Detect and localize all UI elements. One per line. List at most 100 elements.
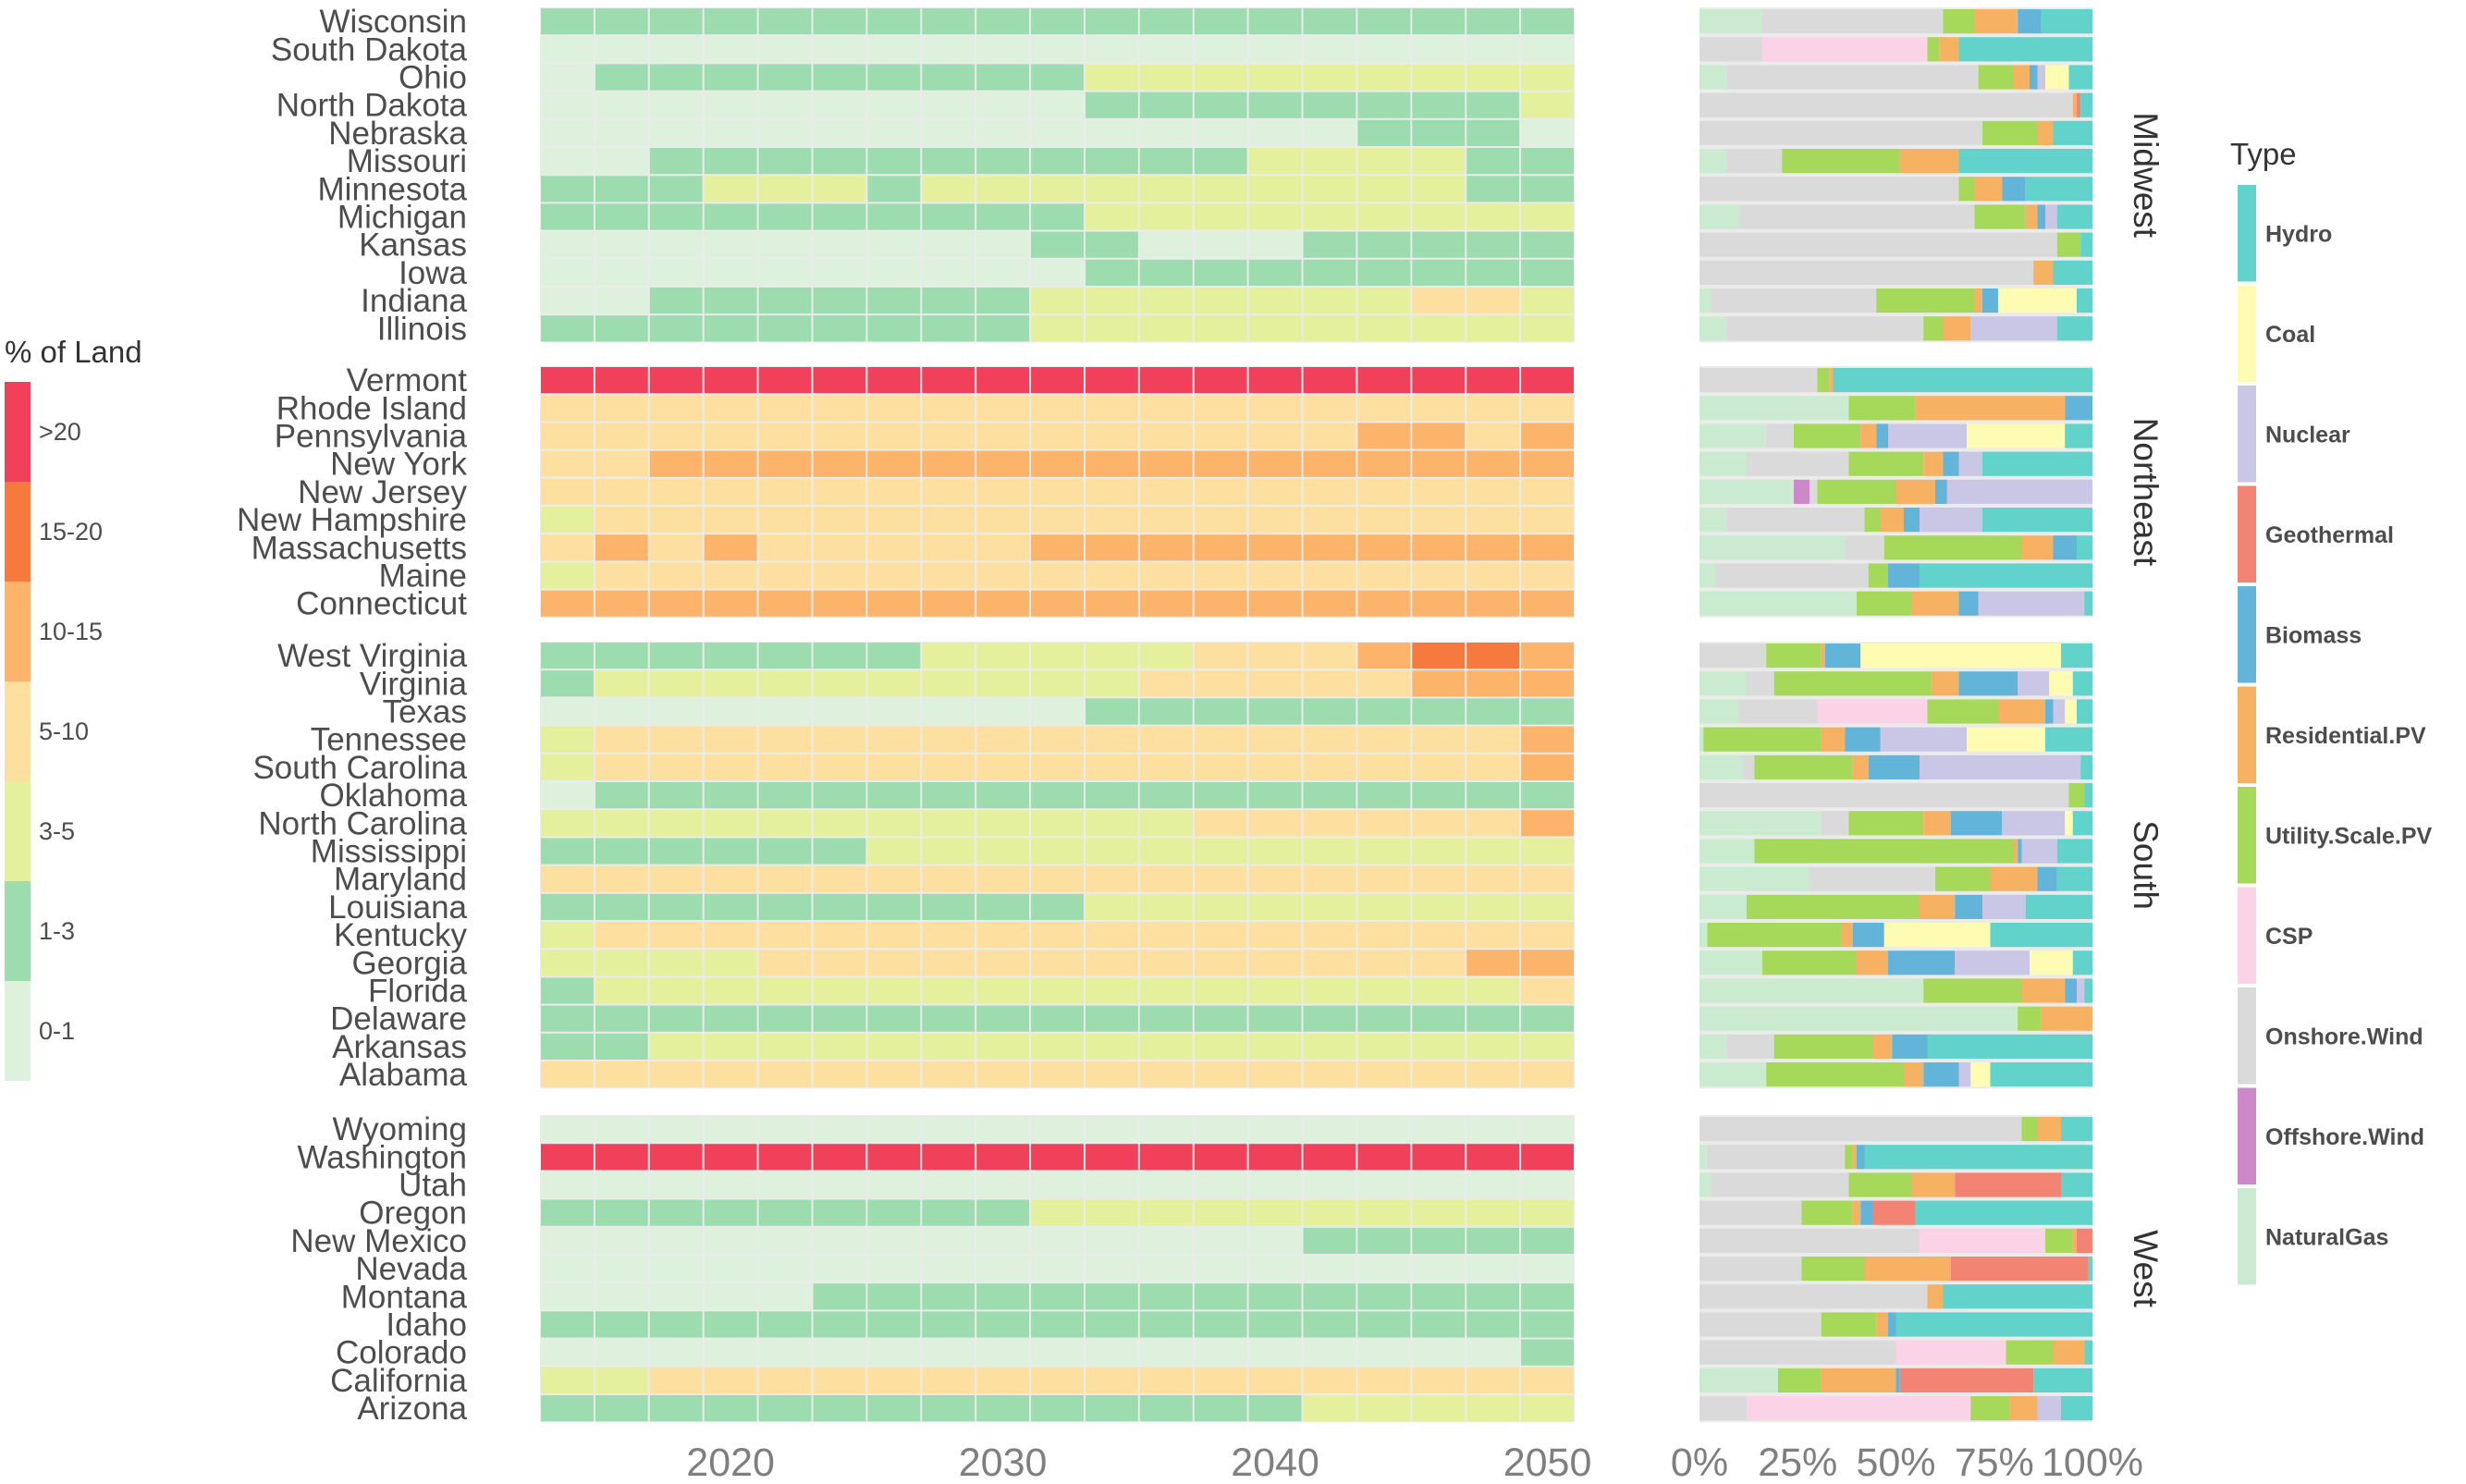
heat-cell	[1031, 1171, 1084, 1198]
heat-cell	[813, 1256, 866, 1282]
share-segment	[2045, 1228, 2073, 1253]
heat-cell	[1521, 395, 1574, 422]
state-label: New Hampshire	[237, 502, 467, 538]
heat-cell	[1466, 782, 1520, 809]
heat-cell	[595, 698, 648, 725]
heat-cell	[595, 1033, 648, 1060]
heat-cell	[595, 726, 648, 753]
share-segment	[1982, 894, 2026, 919]
heat-cell	[1412, 176, 1466, 202]
heat-cell	[541, 1199, 594, 1226]
share-segment	[1970, 316, 2057, 341]
region-label: West	[2127, 1230, 2165, 1307]
type-legend-swatch	[2238, 586, 2256, 683]
heat-cell	[922, 203, 975, 230]
share-segment	[1974, 204, 2026, 229]
heat-cell	[813, 176, 866, 202]
heat-cell	[976, 810, 1030, 837]
heat-cell	[976, 1033, 1030, 1060]
heat-cell	[1031, 1061, 1084, 1088]
heat-cell	[649, 367, 703, 394]
heat-cell	[1248, 1283, 1302, 1310]
share-segment	[1868, 563, 1888, 588]
heat-cell	[1357, 92, 1411, 118]
heat-cell	[1521, 231, 1574, 258]
share-segment	[1699, 1006, 2018, 1031]
share-segment	[1982, 288, 1998, 313]
heat-cell	[1031, 1199, 1084, 1226]
heat-cell	[1357, 782, 1411, 809]
share-segment	[1699, 591, 1857, 616]
share-segment	[1860, 644, 2061, 668]
heat-cell	[867, 92, 921, 118]
heat-cell	[1412, 1199, 1466, 1226]
heat-cell	[867, 893, 921, 920]
heat-cell	[649, 534, 703, 561]
heat-cell	[541, 176, 594, 202]
heat-cell	[1139, 1339, 1193, 1366]
share-segment	[1958, 177, 1975, 202]
share-segment	[1762, 9, 1944, 34]
heat-cell	[976, 507, 1030, 534]
heat-cell	[1412, 1144, 1466, 1171]
heat-cell	[1248, 36, 1302, 63]
share-segment	[1888, 423, 1967, 448]
state-label: Rhode Island	[276, 390, 467, 426]
share-segment	[2072, 92, 2077, 117]
share-segment	[1868, 754, 1920, 779]
share-segment	[1920, 563, 2092, 588]
heat-cell	[1521, 838, 1574, 865]
share-segment	[1982, 508, 2092, 533]
heat-cell	[649, 176, 703, 202]
share-segment	[1810, 866, 1935, 891]
heat-cell	[649, 977, 703, 1004]
heat-cell	[758, 450, 812, 477]
heat-cell	[758, 1283, 812, 1310]
land-legend-label: 15-20	[39, 518, 103, 546]
heat-cell	[704, 1227, 757, 1254]
share-segment	[1845, 727, 1881, 752]
heat-cell	[1085, 1144, 1138, 1171]
type-legend-title: Type	[2230, 137, 2297, 171]
heat-cell	[1412, 562, 1466, 589]
heat-cell	[867, 754, 921, 780]
heat-cell	[1357, 922, 1411, 949]
heat-cell	[541, 8, 594, 35]
heat-cell	[595, 1171, 648, 1198]
heat-cell	[1521, 1395, 1574, 1422]
share-segment	[2002, 177, 2026, 202]
share-segment	[2018, 9, 2042, 34]
heat-cell	[758, 64, 812, 91]
share-segment	[1920, 754, 2081, 779]
share-segment	[2045, 699, 2054, 724]
heat-cell	[976, 395, 1030, 422]
heat-cell	[1303, 1005, 1356, 1032]
heat-cell	[704, 590, 757, 617]
heat-cell	[1412, 315, 1466, 342]
heat-cell	[976, 1116, 1030, 1143]
heat-cell	[1248, 395, 1302, 422]
heat-cell	[649, 119, 703, 146]
heat-cell	[595, 865, 648, 892]
heat-cell	[649, 726, 703, 753]
heat-cell	[1521, 754, 1574, 780]
heat-cell	[922, 865, 975, 892]
heat-cell	[976, 36, 1030, 63]
heatmap-panel-bg	[540, 7, 1575, 343]
heat-cell	[1194, 754, 1247, 780]
share-segment	[1699, 92, 2073, 117]
heat-cell	[595, 1283, 648, 1310]
share-segment	[1860, 423, 1877, 448]
type-legend-swatch	[2238, 386, 2256, 483]
heat-cell	[1194, 507, 1247, 534]
heat-cell	[922, 1283, 975, 1310]
share-segment	[1699, 177, 1959, 202]
share-segment	[1699, 950, 1762, 975]
heat-cell	[595, 1311, 648, 1338]
state-label: Delaware	[330, 1001, 467, 1037]
heat-cell	[1031, 1395, 1084, 1422]
heat-cell	[541, 726, 594, 753]
share-segment	[1699, 1062, 1767, 1087]
share-segment	[1888, 563, 1920, 588]
heat-cell	[595, 92, 648, 118]
